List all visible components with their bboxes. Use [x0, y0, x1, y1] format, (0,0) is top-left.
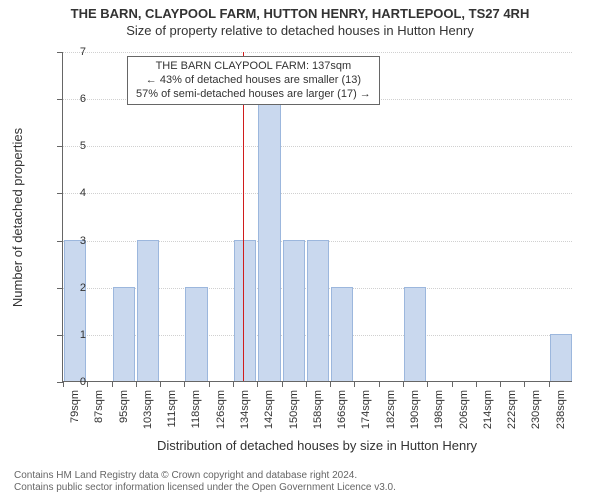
footer-line-1: Contains HM Land Registry data © Crown c…	[14, 470, 396, 482]
x-tick-label: 174sqm	[360, 390, 372, 440]
x-tick	[112, 381, 113, 387]
y-tick	[57, 241, 63, 242]
chart-title: THE BARN, CLAYPOOL FARM, HUTTON HENRY, H…	[0, 0, 600, 21]
histogram-bar	[331, 287, 353, 381]
y-tick-label: 6	[66, 93, 86, 105]
gridline	[63, 146, 572, 147]
histogram-bar	[234, 240, 256, 381]
x-tick	[233, 381, 234, 387]
legend-box: THE BARN CLAYPOOL FARM: 137sqm← 43% of d…	[127, 56, 380, 105]
x-tick	[136, 381, 137, 387]
x-tick	[282, 381, 283, 387]
x-tick	[452, 381, 453, 387]
gridline	[63, 52, 572, 53]
footer-attribution: Contains HM Land Registry data © Crown c…	[14, 470, 396, 494]
y-axis-label: Number of detached properties	[10, 52, 26, 382]
x-tick-label: 103sqm	[142, 390, 154, 440]
histogram-bar	[550, 334, 572, 381]
x-tick-label: 190sqm	[409, 390, 421, 440]
histogram-bar	[137, 240, 159, 381]
x-tick-label: 230sqm	[530, 390, 542, 440]
y-tick	[57, 99, 63, 100]
y-tick-label: 0	[66, 376, 86, 388]
x-tick	[160, 381, 161, 387]
x-tick-label: 166sqm	[336, 390, 348, 440]
x-tick	[476, 381, 477, 387]
legend-line-1: THE BARN CLAYPOOL FARM: 137sqm	[136, 60, 371, 74]
x-tick-label: 238sqm	[555, 390, 567, 440]
histogram-bar	[307, 240, 329, 381]
y-tick	[57, 335, 63, 336]
x-tick	[257, 381, 258, 387]
y-tick-label: 2	[66, 282, 86, 294]
x-tick-label: 158sqm	[312, 390, 324, 440]
x-axis-label: Distribution of detached houses by size …	[62, 438, 572, 453]
chart-area: 79sqm87sqm95sqm103sqm111sqm118sqm126sqm1…	[62, 52, 572, 418]
histogram-bar	[113, 287, 135, 381]
histogram-bar	[258, 98, 280, 381]
gridline	[63, 193, 572, 194]
x-tick-label: 214sqm	[482, 390, 494, 440]
x-tick	[379, 381, 380, 387]
x-tick	[549, 381, 550, 387]
x-tick	[306, 381, 307, 387]
y-tick	[57, 288, 63, 289]
x-tick-label: 198sqm	[433, 390, 445, 440]
y-tick	[57, 146, 63, 147]
legend-line-3: 57% of semi-detached houses are larger (…	[136, 88, 371, 102]
y-tick-label: 1	[66, 329, 86, 341]
x-tick	[427, 381, 428, 387]
y-tick-label: 4	[66, 187, 86, 199]
x-tick-label: 142sqm	[263, 390, 275, 440]
y-tick	[57, 52, 63, 53]
x-tick-label: 118sqm	[190, 390, 202, 440]
x-tick	[63, 381, 64, 387]
x-tick	[354, 381, 355, 387]
x-tick	[524, 381, 525, 387]
x-tick-label: 182sqm	[385, 390, 397, 440]
x-tick-label: 150sqm	[288, 390, 300, 440]
x-tick-label: 134sqm	[239, 390, 251, 440]
histogram-bar	[283, 240, 305, 381]
histogram-bar	[404, 287, 426, 381]
x-tick-label: 126sqm	[215, 390, 227, 440]
x-tick-label: 95sqm	[118, 390, 130, 440]
x-tick	[403, 381, 404, 387]
y-tick	[57, 193, 63, 194]
chart-subtitle: Size of property relative to detached ho…	[0, 21, 600, 38]
x-tick-label: 222sqm	[506, 390, 518, 440]
x-tick	[87, 381, 88, 387]
x-tick	[184, 381, 185, 387]
x-tick	[330, 381, 331, 387]
x-tick-label: 87sqm	[93, 390, 105, 440]
legend-line-2: ← 43% of detached houses are smaller (13…	[136, 74, 371, 88]
x-tick	[209, 381, 210, 387]
x-tick-label: 111sqm	[166, 390, 178, 440]
x-tick-label: 206sqm	[458, 390, 470, 440]
plot-region: 79sqm87sqm95sqm103sqm111sqm118sqm126sqm1…	[62, 52, 572, 382]
y-tick-label: 3	[66, 235, 86, 247]
x-tick	[500, 381, 501, 387]
y-tick-label: 7	[66, 46, 86, 58]
y-tick-label: 5	[66, 140, 86, 152]
histogram-bar	[64, 240, 86, 381]
histogram-bar	[185, 287, 207, 381]
footer-line-2: Contains public sector information licen…	[14, 482, 396, 494]
x-tick-label: 79sqm	[69, 390, 81, 440]
